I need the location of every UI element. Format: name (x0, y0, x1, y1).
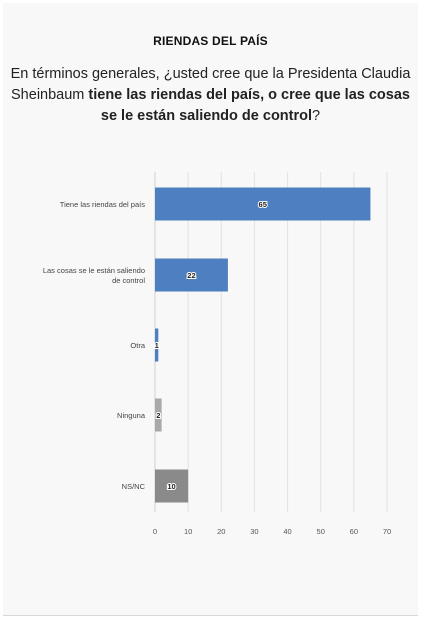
data-label-0: 65 (259, 200, 267, 209)
category-label-2: Otra (130, 341, 145, 350)
x-tick-label-6: 60 (350, 527, 358, 536)
x-tick-label-4: 40 (283, 527, 291, 536)
data-label-3: 2 (156, 411, 160, 420)
chart-question: En términos generales, ¿usted cree que l… (8, 64, 413, 127)
x-tick-label-1: 10 (184, 527, 192, 536)
question-text-start: En términos generales, ¿usted cree que l… (10, 66, 411, 103)
chart-title: RIENDAS DEL PAÍS (153, 34, 268, 48)
x-tick-label-2: 20 (217, 527, 225, 536)
bar-1 (155, 258, 228, 292)
bar-4 (155, 469, 189, 503)
question-text-bold: tiene las riendas del país, o cree que l… (88, 87, 410, 124)
chart-card (3, 3, 418, 616)
x-tick-label-3: 30 (250, 527, 258, 536)
data-label-4: 10 (167, 482, 175, 491)
x-tick-label-7: 70 (383, 527, 391, 536)
x-tick-label-0: 0 (153, 527, 157, 536)
bar-0 (155, 187, 371, 221)
category-label-3: Ninguna (117, 411, 146, 420)
category-label-4: NS/NC (122, 482, 146, 491)
bar-3 (155, 398, 162, 432)
category-label-0: Tiene las riendas del país (60, 200, 145, 209)
data-label-2: 1 (155, 341, 159, 350)
x-tick-label-5: 50 (317, 527, 325, 536)
question-text-end: ? (312, 108, 321, 124)
data-label-1: 22 (187, 271, 195, 280)
bar-2 (155, 328, 159, 362)
category-label-1: Las cosas se le están saliendo de control (43, 266, 145, 285)
